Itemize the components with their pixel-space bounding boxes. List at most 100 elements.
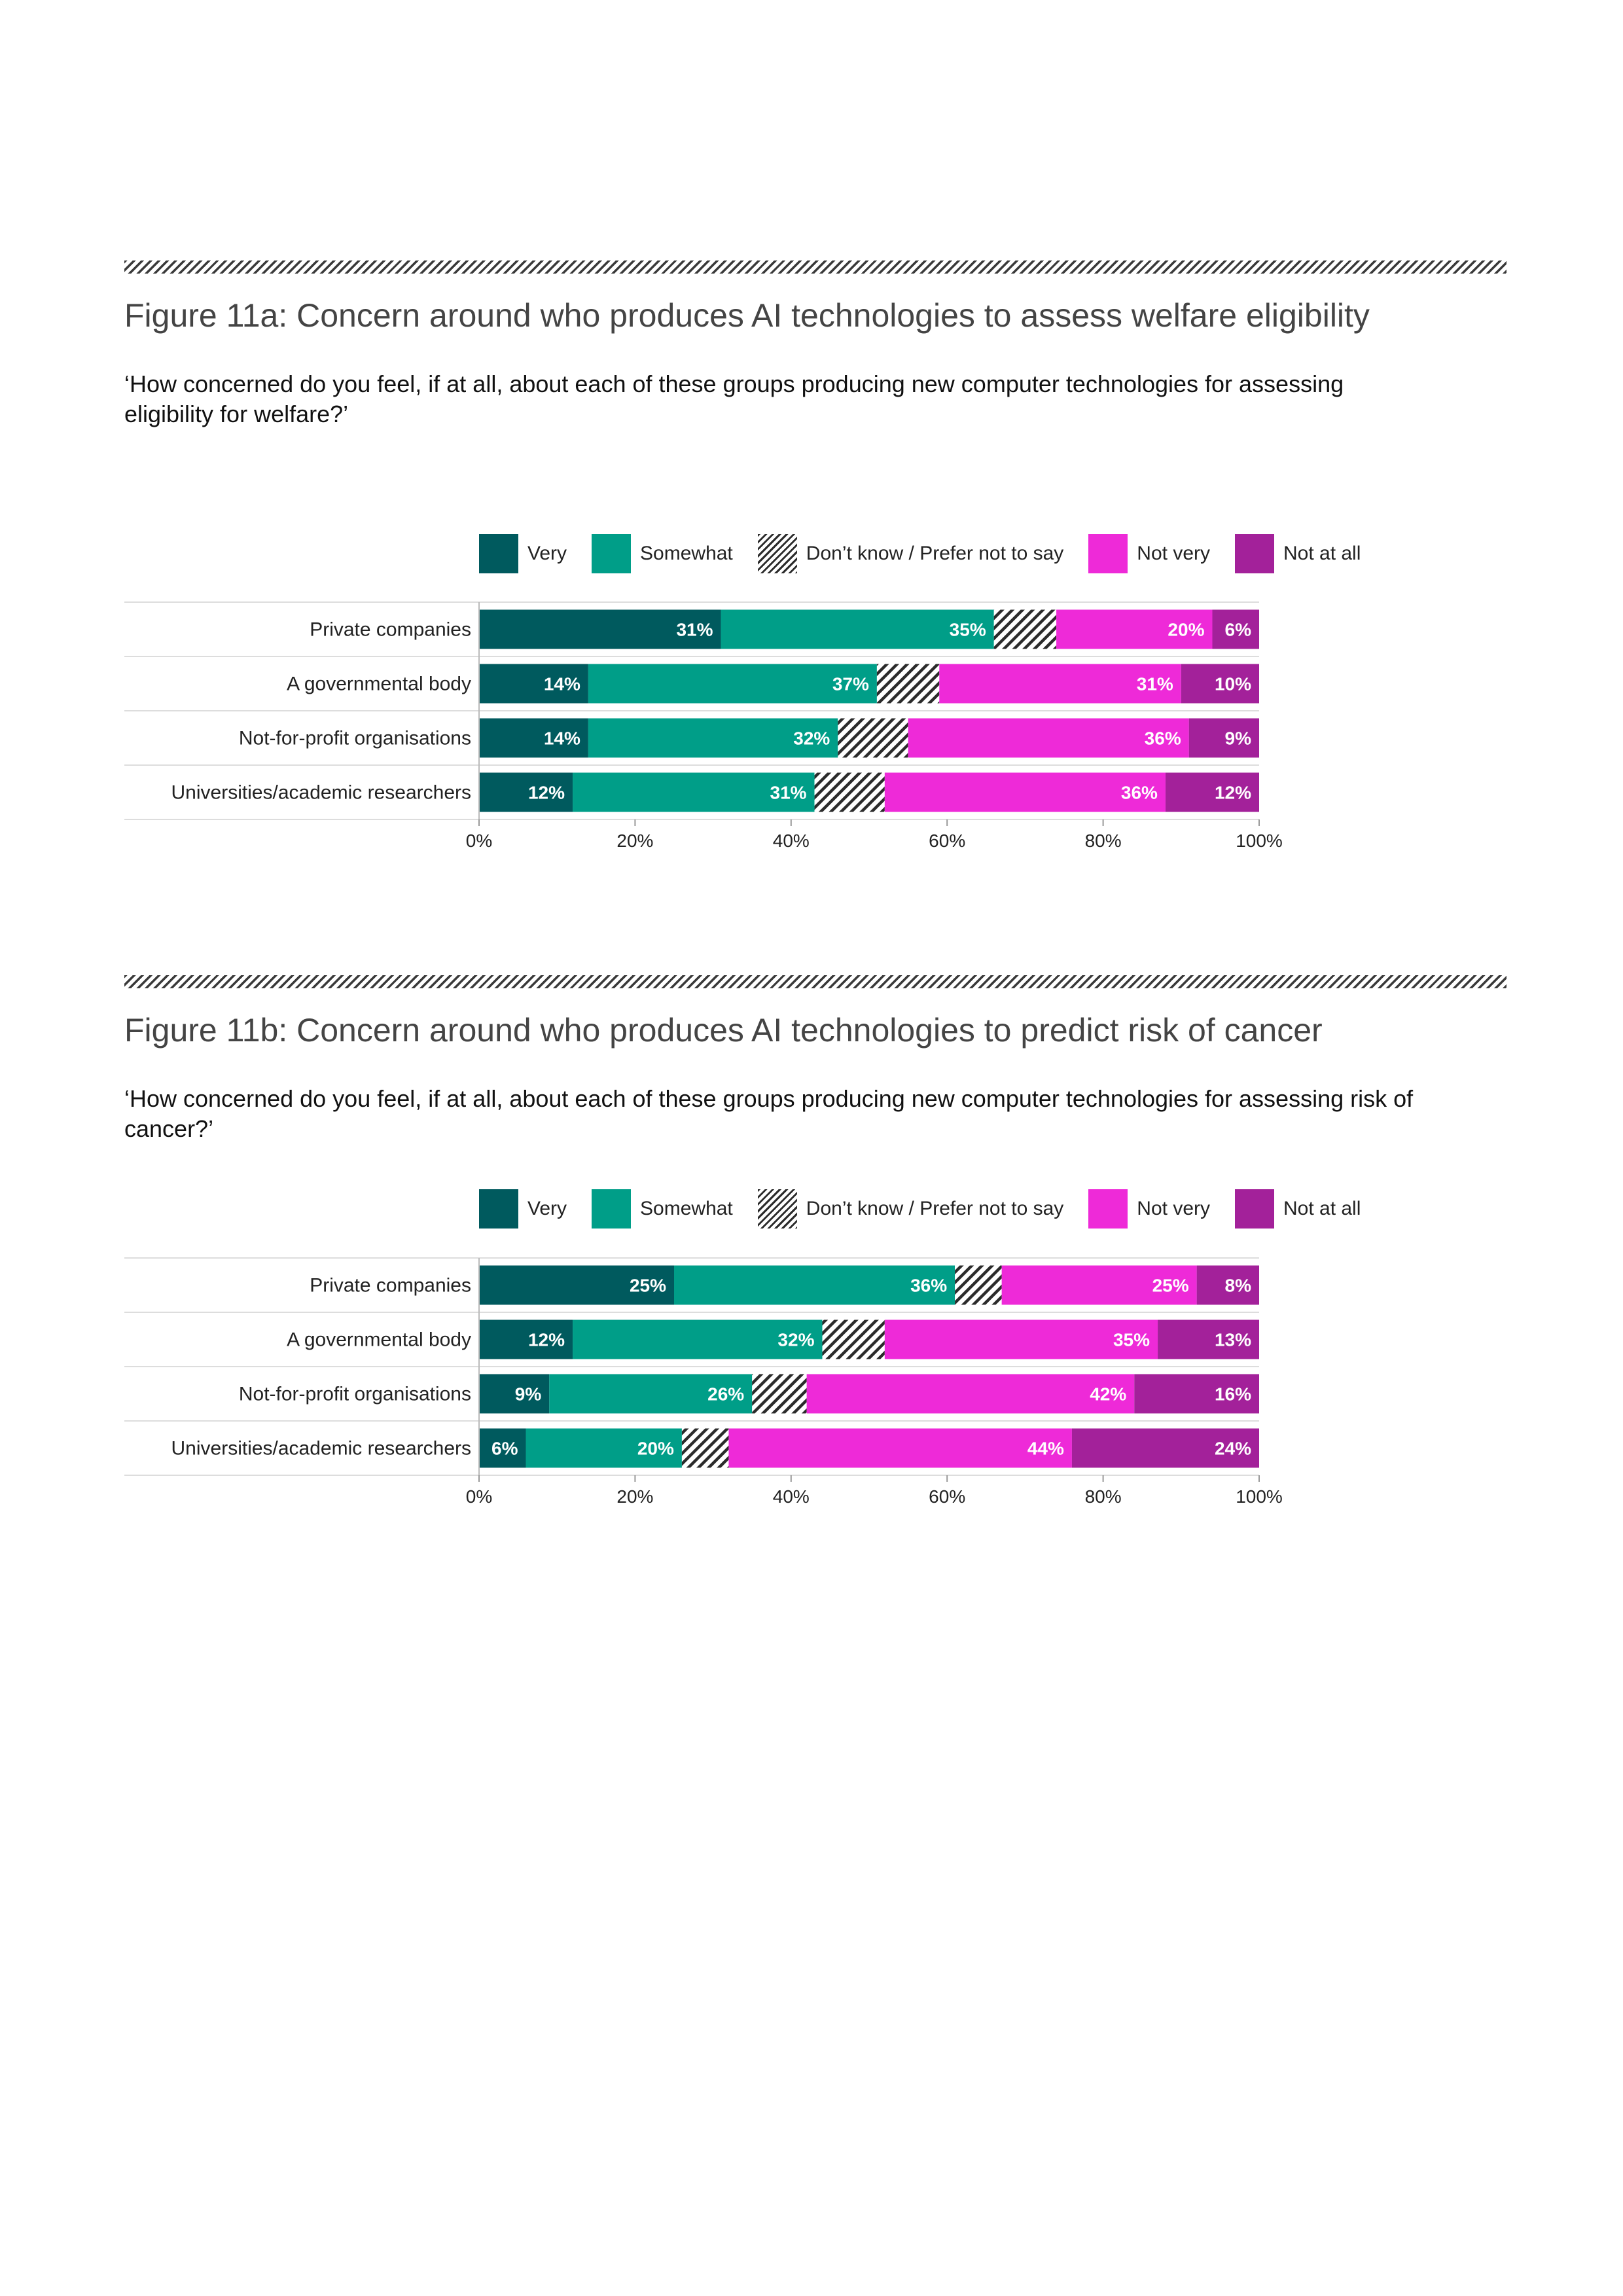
x-tick-label: 60%: [929, 831, 965, 851]
legend-swatch-not-at-all: [1235, 534, 1274, 573]
legend-label: Don’t know / Prefer not to say: [806, 543, 1064, 564]
x-tick-label: 80%: [1085, 831, 1122, 851]
legend-label: Very: [527, 1198, 567, 1219]
x-tick-label: 100%: [1236, 1486, 1283, 1507]
bar-segment-not-very: [939, 664, 1181, 704]
data-label: 35%: [950, 620, 986, 640]
bar-segment-somewhat: [721, 609, 994, 649]
legend-item-not-very: Not very: [1088, 534, 1210, 573]
legend-label: Not very: [1137, 543, 1210, 564]
data-label: 42%: [1090, 1384, 1126, 1405]
legend-label: Somewhat: [640, 1198, 733, 1219]
data-label: 36%: [1121, 783, 1158, 803]
data-label: 44%: [1027, 1439, 1064, 1459]
data-label: 24%: [1215, 1439, 1251, 1459]
data-label: 13%: [1215, 1330, 1251, 1350]
figure-divider: [124, 260, 1507, 274]
x-tick-label: 100%: [1236, 831, 1283, 851]
bar-segment-dont-know: [814, 772, 885, 812]
bar-segment-somewhat: [526, 1428, 682, 1468]
bar-segment-not-very: [1056, 609, 1213, 649]
x-tick-label: 20%: [616, 831, 653, 851]
x-tick-label: 20%: [616, 1486, 653, 1507]
data-label: 31%: [676, 620, 713, 640]
bar-segment-not-at-all: [1158, 1319, 1259, 1359]
data-label: 9%: [515, 1384, 542, 1405]
bar-segment-very: [479, 1319, 573, 1359]
x-tick-label: 0%: [466, 831, 492, 851]
legend-swatch-very: [479, 534, 518, 573]
bar-segment-dont-know: [822, 1319, 885, 1359]
bar-segment-not-very: [728, 1428, 1072, 1468]
bar-segment-not-at-all: [1188, 718, 1259, 758]
bar-segment-somewhat: [588, 664, 877, 704]
category-label: A governmental body: [287, 673, 471, 695]
bar-segment-somewhat: [573, 772, 815, 812]
chart-legend: Very Somewhat Don’t know / Prefer not to…: [479, 534, 1385, 573]
bar-segment-not-very: [806, 1374, 1135, 1414]
legend-item-very: Very: [479, 534, 567, 573]
figure-title: Figure 11a: Concern around who produces …: [124, 297, 1370, 334]
chart-legend: Very Somewhat Don’t know / Prefer not to…: [479, 1189, 1385, 1229]
figure-11b: Figure 11b: Concern around who produces …: [124, 975, 1507, 1144]
bar-segment-somewhat: [588, 718, 838, 758]
x-tick-label: 40%: [773, 831, 810, 851]
bar-segment-dont-know: [681, 1428, 729, 1468]
legend-swatch-somewhat: [592, 534, 632, 573]
figure-divider: [124, 975, 1507, 988]
data-label: 12%: [1215, 783, 1251, 803]
category-label: Universities/academic researchers: [171, 782, 472, 804]
legend-swatch-very: [479, 1189, 518, 1229]
data-label: 32%: [777, 1330, 814, 1350]
bar-segment-not-at-all: [1196, 1265, 1259, 1305]
bar-segment-not-very: [884, 772, 1166, 812]
data-label: 20%: [1168, 620, 1204, 640]
data-label: 10%: [1215, 674, 1251, 694]
data-label: 25%: [630, 1276, 666, 1296]
data-label: 12%: [528, 1330, 565, 1350]
category-label: A governmental body: [287, 1329, 471, 1351]
data-label: 31%: [770, 783, 807, 803]
bar-segment-not-at-all: [1071, 1428, 1259, 1468]
legend-swatch-dont-know: [757, 534, 797, 573]
legend-item-not-very: Not very: [1088, 1189, 1210, 1229]
bar-segment-not-very: [1001, 1265, 1197, 1305]
bar-segment-not-at-all: [1212, 609, 1259, 649]
legend-swatch-not-very: [1088, 534, 1128, 573]
bar-segment-not-at-all: [1181, 664, 1259, 704]
figure-11a: Figure 11a: Concern around who produces …: [124, 260, 1507, 429]
bar-segment-not-at-all: [1134, 1374, 1259, 1414]
data-label: 20%: [637, 1439, 674, 1459]
legend-item-not-at-all: Not at all: [1235, 1189, 1361, 1229]
bar-segment-very: [479, 772, 573, 812]
data-label: 32%: [793, 728, 830, 749]
stacked-bar-chart-11a: Private companies 31% 35% 20% 6% A government…: [124, 601, 1283, 851]
category-label: Private companies: [310, 1275, 471, 1297]
data-label: 36%: [910, 1276, 947, 1296]
bar-segment-somewhat: [549, 1374, 753, 1414]
data-label: 16%: [1215, 1384, 1251, 1405]
figure-title: Figure 11b: Concern around who produces …: [124, 1012, 1323, 1049]
data-label: 36%: [1145, 728, 1181, 749]
data-label: 31%: [1137, 674, 1173, 694]
legend-item-somewhat: Somewhat: [592, 534, 733, 573]
bar-segment-very: [479, 1265, 674, 1305]
bar-segment-dont-know: [955, 1265, 1002, 1305]
legend-item-dont-know: Don’t know / Prefer not to say: [757, 1189, 1063, 1229]
bar-segment-very: [479, 609, 721, 649]
bar-segment-very: [479, 1428, 526, 1468]
bar-segment-very: [479, 664, 588, 704]
legend-label: Not at all: [1283, 1198, 1361, 1219]
x-tick-label: 0%: [466, 1486, 492, 1507]
bar-segment-dont-know: [876, 664, 940, 704]
legend-item-very: Very: [479, 1189, 567, 1229]
legend-item-somewhat: Somewhat: [592, 1189, 733, 1229]
data-label: 25%: [1152, 1276, 1189, 1296]
bar-segment-dont-know: [993, 609, 1057, 649]
legend-swatch-dont-know: [757, 1189, 797, 1229]
category-label: Universities/academic researchers: [171, 1438, 472, 1460]
x-tick-label: 60%: [929, 1486, 965, 1507]
stacked-bar-chart-11b: Private companies 25% 36% 25% 8% A government…: [124, 1257, 1283, 1507]
bar-segment-somewhat: [573, 1319, 823, 1359]
bar-segment-very: [479, 718, 588, 758]
